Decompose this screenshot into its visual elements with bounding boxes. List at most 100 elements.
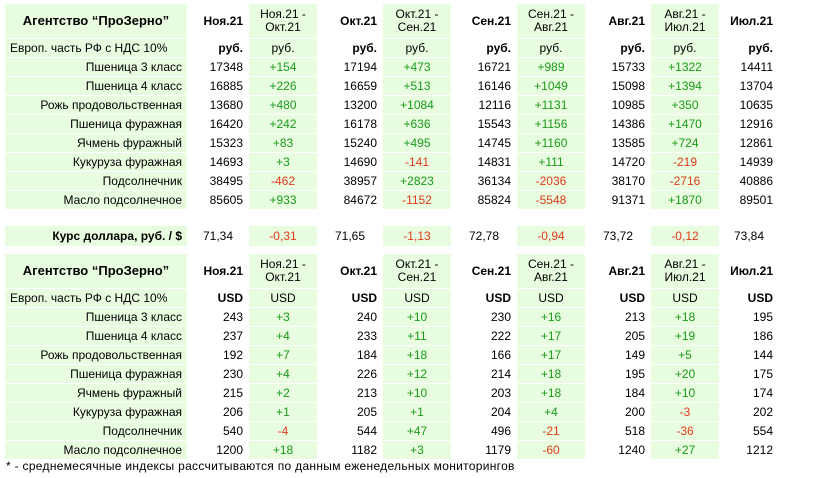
month-header: Сен.21 (471, 14, 511, 28)
change-cell: +10 (651, 384, 719, 402)
change-cell: +1322 (651, 58, 719, 76)
unit-cell: руб. (249, 39, 317, 57)
change-period-header: Сен.21 - Авг.21 (517, 4, 585, 38)
usd-price-table: Агентство “ПроЗерно” Ноя.21 Ноя.21 - Окт.21… (4, 253, 779, 460)
price-cell: 10985 (611, 98, 645, 112)
table-row: Пшеница фуражная 230 +4 226 +12 214 +18 195 +20 1… (5, 365, 778, 383)
commodity-name: Кукуруза фуражная (5, 153, 187, 171)
change-cell: +350 (651, 96, 719, 114)
table-row: Ячмень фуражный 15323 +83 15240 +495 14745 +11… (5, 134, 778, 152)
change-cell: +154 (249, 58, 317, 76)
price-cell: 213 (356, 386, 377, 400)
change-cell: -5548 (517, 191, 585, 209)
unit-cell: руб. (748, 41, 773, 55)
exchange-rate-label: Курс доллара, руб. / $ (5, 226, 187, 246)
unit-cell: USD (747, 291, 773, 305)
price-cell: 215 (222, 386, 243, 400)
change-cell: -1152 (383, 191, 451, 209)
price-cell: 85824 (477, 193, 511, 207)
table-row: Масло подсолнечное 1200 +18 1182 +3 1179 -60 12… (5, 441, 778, 459)
commodity-name: Пшеница 4 класс (5, 77, 187, 95)
table-row: Пшеница 4 класс 237 +4 233 +11 222 +17 205 +19 18… (5, 327, 778, 345)
table-row: Пшеница 3 класс 243 +3 240 +10 230 +16 213 +18 19… (5, 308, 778, 326)
price-cell: 12916 (739, 117, 773, 131)
change-cell: +1 (249, 403, 317, 421)
price-cell: 166 (490, 348, 511, 362)
price-cell: 222 (490, 329, 511, 343)
price-cell: 206 (222, 405, 243, 419)
unit-row: Европ. часть РФ с НДС 10% USD USD USD USD USD… (5, 289, 778, 307)
change-cell: -219 (651, 153, 719, 171)
unit-cell: USD (217, 291, 243, 305)
agency-title: Агентство “ПроЗерно” (5, 4, 187, 38)
unit-cell: USD (351, 291, 377, 305)
price-cell: 186 (752, 329, 773, 343)
change-cell: -462 (249, 172, 317, 190)
change-cell: +513 (383, 77, 451, 95)
table-row: Кукуруза фуражная 206 +1 205 +1 204 +4 200 -3 202 (5, 403, 778, 421)
table-row: Масло подсолнечное 85605 +933 84672 -1152 858… (5, 191, 778, 209)
change-cell: +473 (383, 58, 451, 76)
unit-cell: руб. (517, 39, 585, 57)
change-period-header: Авг.21 - Июл.21 (651, 4, 719, 38)
price-cell: 13680 (209, 98, 243, 112)
price-cell: 1240 (618, 443, 645, 457)
price-cell: 15543 (477, 117, 511, 131)
change-cell: +3 (249, 308, 317, 326)
price-cell: 204 (490, 405, 511, 419)
change-cell: -141 (383, 153, 451, 171)
price-cell: 230 (490, 310, 511, 324)
change-cell: +83 (249, 134, 317, 152)
price-cell: 14411 (740, 60, 773, 74)
change-cell: +1156 (517, 115, 585, 133)
change-cell: +4 (517, 403, 585, 421)
change-cell: +17 (517, 327, 585, 345)
change-cell: +18 (249, 441, 317, 459)
price-cell: 184 (624, 386, 645, 400)
change-cell: +18 (383, 346, 451, 364)
rate-cell: 71,65 (334, 229, 366, 243)
table-row: Пшеница 3 класс 17348 +154 17194 +473 16721 +9… (5, 58, 778, 76)
change-cell: -2036 (517, 172, 585, 190)
commodity-name: Пшеница фуражная (5, 115, 187, 133)
price-cell: 14386 (611, 117, 645, 131)
table-row: Подсолнечник 38495 -462 38957 +2823 36134 -203… (5, 172, 778, 190)
table-row: Рожь продовольственная 13680 +480 13200 +108… (5, 96, 778, 114)
commodity-name: Кукуруза фуражная (5, 403, 187, 421)
month-header: Июл.21 (730, 264, 773, 278)
commodity-name: Подсолнечник (5, 422, 187, 440)
price-cell: 14690 (343, 155, 377, 169)
change-period-header: Авг.21 - Июл.21 (651, 254, 719, 288)
exchange-rate-row: Курс доллара, руб. / $ 71,34 -0,31 71,65 -1,… (5, 226, 778, 246)
unit-cell: руб. (218, 41, 243, 55)
change-cell: +10 (383, 308, 451, 326)
price-cell: 14693 (209, 155, 243, 169)
price-cell: 230 (222, 367, 243, 381)
commodity-name: Пшеница 4 класс (5, 327, 187, 345)
price-cell: 200 (624, 405, 645, 419)
price-cell: 38170 (611, 174, 645, 188)
price-cell: 16178 (343, 117, 377, 131)
month-header: Окт.21 (340, 14, 377, 28)
change-period-header: Окт.21 - Сен.21 (383, 4, 451, 38)
commodity-name: Рожь продовольственная (5, 96, 187, 114)
change-cell: +5 (651, 346, 719, 364)
price-cell: 184 (356, 348, 377, 362)
price-cell: 544 (356, 424, 377, 438)
change-cell: +12 (383, 365, 451, 383)
change-cell: +1131 (517, 96, 585, 114)
unit-cell: USD (517, 289, 585, 307)
price-cell: 17348 (209, 60, 243, 74)
change-cell: +2 (249, 384, 317, 402)
unit-cell: USD (651, 289, 719, 307)
change-cell: +226 (249, 77, 317, 95)
rate-change-cell: -0,12 (651, 226, 719, 246)
unit-cell: руб. (651, 39, 719, 57)
unit-cell: USD (249, 289, 317, 307)
change-cell: +10 (383, 384, 451, 402)
price-cell: 195 (624, 367, 645, 381)
change-cell: +242 (249, 115, 317, 133)
change-cell: +724 (651, 134, 719, 152)
price-cell: 226 (356, 367, 377, 381)
exchange-rate-table: Курс доллара, руб. / $ 71,34 -0,31 71,65 -1,… (4, 225, 779, 247)
